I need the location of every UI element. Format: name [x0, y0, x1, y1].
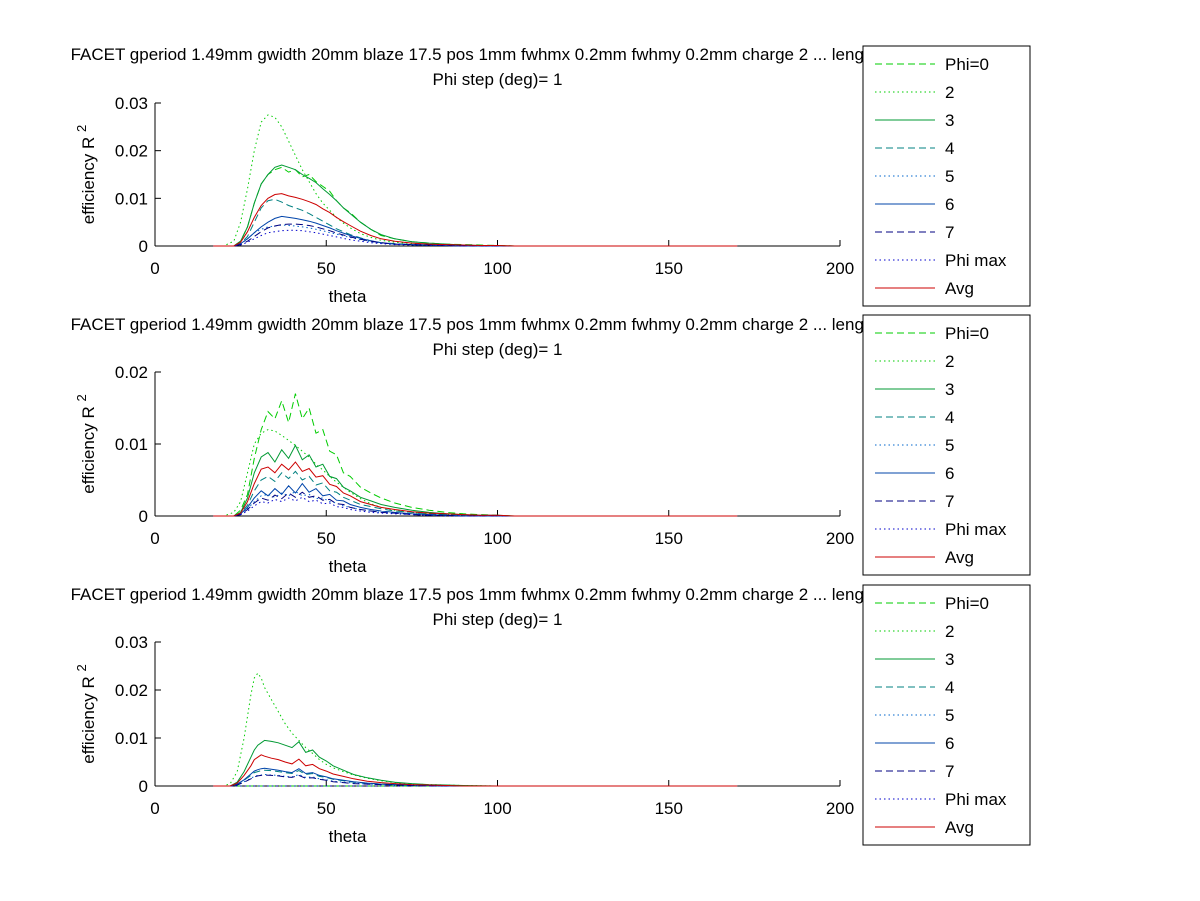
y-tick-label: 0 — [139, 237, 148, 256]
chart-3: FACET gperiod 1.49mm gwidth 20mm blaze 1… — [71, 584, 1031, 846]
x-tick-label: 100 — [483, 799, 511, 818]
y-tick-label: 0 — [139, 777, 148, 796]
x-tick-label: 150 — [655, 799, 683, 818]
legend-label: 5 — [945, 706, 954, 725]
chart-2: FACET gperiod 1.49mm gwidth 20mm blaze 1… — [71, 314, 1031, 576]
chart-1: FACET gperiod 1.49mm gwidth 20mm blaze 1… — [71, 45, 1031, 307]
x-axis-label: theta — [329, 557, 367, 576]
series-line-9 — [213, 754, 738, 787]
series-line-9 — [213, 193, 738, 247]
y-axis-label: efficiency R 2 — [74, 394, 98, 494]
y-tick-label: 0.01 — [115, 189, 148, 208]
chart-title: FACET gperiod 1.49mm gwidth 20mm blaze 1… — [71, 585, 925, 604]
legend-label: Avg — [945, 548, 974, 567]
y-tick-label: 0.02 — [115, 363, 148, 382]
legend-label: 7 — [945, 762, 954, 781]
legend-label: 3 — [945, 650, 954, 669]
legend-label: Phi=0 — [945, 324, 989, 343]
legend-label: 5 — [945, 436, 954, 455]
x-tick-label: 50 — [317, 799, 336, 818]
x-tick-label: 0 — [150, 799, 159, 818]
x-tick-label: 0 — [150, 259, 159, 278]
y-tick-label: 0.03 — [115, 633, 148, 652]
series-line-5 — [213, 224, 738, 247]
legend-label: Avg — [945, 279, 974, 298]
series-line-5 — [213, 490, 738, 517]
legend-label: 6 — [945, 195, 954, 214]
legend-label: Phi max — [945, 251, 1007, 270]
x-tick-label: 100 — [483, 259, 511, 278]
chart-subtitle: Phi step (deg)= 1 — [433, 610, 563, 629]
y-tick-label: 0.01 — [115, 435, 148, 454]
x-tick-label: 200 — [826, 259, 854, 278]
x-tick-label: 200 — [826, 529, 854, 548]
x-axis-label: theta — [329, 827, 367, 846]
legend-label: 2 — [945, 352, 954, 371]
legend-label: 6 — [945, 464, 954, 483]
x-tick-label: 50 — [317, 529, 336, 548]
y-axis-label: efficiency R 2 — [74, 664, 98, 764]
series-line-8 — [213, 496, 738, 517]
legend-label: 3 — [945, 111, 954, 130]
legend-label: 4 — [945, 678, 954, 697]
legend-label: 4 — [945, 139, 954, 158]
y-tick-label: 0 — [139, 507, 148, 526]
chart-subtitle: Phi step (deg)= 1 — [433, 340, 563, 359]
legend-label: Phi=0 — [945, 594, 989, 613]
legend-label: 4 — [945, 408, 954, 427]
legend-label: Phi max — [945, 790, 1007, 809]
y-tick-label: 0.02 — [115, 142, 148, 161]
y-tick-label: 0.03 — [115, 94, 148, 113]
legend-label: 2 — [945, 83, 954, 102]
chart-title: FACET gperiod 1.49mm gwidth 20mm blaze 1… — [71, 45, 925, 64]
y-tick-label: 0.02 — [115, 681, 148, 700]
legend-label: 7 — [945, 492, 954, 511]
series-line-9 — [213, 461, 738, 517]
y-tick-label: 0.01 — [115, 729, 148, 748]
legend-box — [862, 584, 1031, 846]
legend-label: 6 — [945, 734, 954, 753]
x-axis-label: theta — [329, 287, 367, 306]
x-tick-label: 150 — [655, 529, 683, 548]
legend-label: 2 — [945, 622, 954, 641]
legend-label: Phi max — [945, 520, 1007, 539]
series-line-4 — [213, 198, 738, 247]
series-line-2 — [213, 672, 738, 787]
legend-label: Avg — [945, 818, 974, 837]
y-axis-label: efficiency R 2 — [74, 125, 98, 225]
legend-label: 7 — [945, 223, 954, 242]
chart-subtitle: Phi step (deg)= 1 — [433, 70, 563, 89]
x-tick-label: 100 — [483, 529, 511, 548]
legend-label: 3 — [945, 380, 954, 399]
x-tick-label: 50 — [317, 259, 336, 278]
chart-title: FACET gperiod 1.49mm gwidth 20mm blaze 1… — [71, 315, 925, 334]
x-tick-label: 150 — [655, 259, 683, 278]
x-tick-label: 200 — [826, 799, 854, 818]
legend-box — [862, 314, 1031, 576]
legend-box — [862, 45, 1031, 307]
legend-label: 5 — [945, 167, 954, 186]
x-tick-label: 0 — [150, 529, 159, 548]
legend-label: Phi=0 — [945, 55, 989, 74]
